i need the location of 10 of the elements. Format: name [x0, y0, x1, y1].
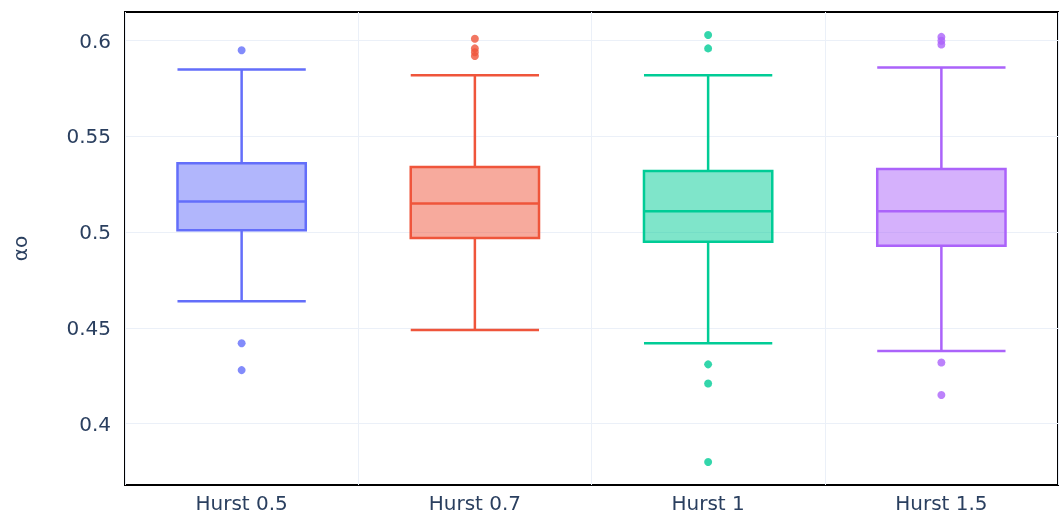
y-tick-label: 0.4	[79, 411, 111, 436]
x-tick-label: Hurst 0.7	[428, 491, 522, 515]
y-tick-label: 0.55	[66, 124, 111, 149]
x-tick-label: Hurst 1	[671, 491, 745, 515]
x-tick-label: Hurst 1.5	[895, 491, 988, 515]
y-tick-label: 0.5	[79, 220, 111, 245]
x-tick-label: Hurst 0.5	[195, 491, 288, 515]
y-axis-title: αo	[8, 235, 32, 262]
y-tick-label: 0.45	[66, 315, 111, 340]
y-tick-label: 0.6	[79, 28, 111, 53]
